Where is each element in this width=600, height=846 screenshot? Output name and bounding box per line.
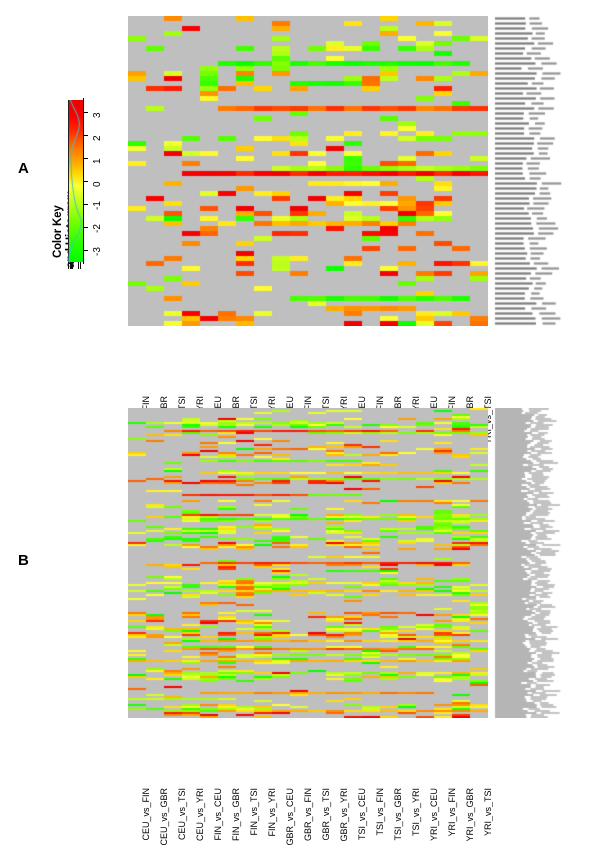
color-key-tick-label: 2 xyxy=(92,135,103,141)
color-key-tick-label: 3 xyxy=(92,112,103,118)
column-label-yri-vs-fin: YRI_vs_FIN xyxy=(447,788,457,837)
column-label-gbr-vs-ceu: GBR_vs_CEU xyxy=(285,788,295,846)
heatmap-panel-b[interactable] xyxy=(128,408,488,718)
color-key-tick xyxy=(83,134,88,136)
color-key-tick-label: 0 xyxy=(92,181,103,187)
column-label-tsi-vs-yri: TSI_vs_YRI xyxy=(411,788,421,837)
panel-label-a: A xyxy=(18,160,29,177)
column-label-ceu-vs-yri: CEU_vs_YRI xyxy=(195,788,205,842)
color-key-rug-tick xyxy=(70,262,71,269)
color-key-histogram xyxy=(68,100,83,262)
column-label-fin-vs-ceu: FIN_vs_CEU xyxy=(213,788,223,841)
color-key-tick xyxy=(83,250,88,252)
column-label-tsi-vs-ceu: TSI_vs_CEU xyxy=(357,788,367,841)
color-key-rug-tick xyxy=(68,262,69,269)
row-labels-a-text xyxy=(491,16,563,326)
row-labels-panel-a xyxy=(491,16,563,326)
column-label-ceu-vs-tsi: CEU_vs_TSI xyxy=(177,788,187,841)
color-key-tick xyxy=(83,204,88,206)
color-key-tick-label: -3 xyxy=(92,247,103,257)
color-key-tick-label: 1 xyxy=(92,158,103,164)
row-labels-b-text xyxy=(491,408,563,718)
color-key-title-line1: Color Key xyxy=(52,205,64,258)
color-key-rug-marks xyxy=(68,262,83,269)
column-label-yri-vs-ceu: YRI_vs_CEU xyxy=(429,788,439,842)
column-label-ceu-vs-fin: CEU_vs_FIN xyxy=(141,788,151,841)
color-key-rug-tick xyxy=(80,262,81,269)
column-label-tsi-vs-fin: TSI_vs_FIN xyxy=(375,788,385,836)
color-key-tick xyxy=(83,157,88,159)
row-labels-panel-b xyxy=(491,408,563,718)
color-key-rug-tick xyxy=(72,262,73,269)
heatmap-b-cells[interactable] xyxy=(128,408,488,718)
column-label-gbr-vs-fin: GBR_vs_FIN xyxy=(303,788,313,842)
column-label-fin-vs-gbr: FIN_vs_GBR xyxy=(231,788,241,842)
column-label-ceu-vs-gbr: CEU_vs_GBR xyxy=(159,788,169,846)
heatmap-panel-a[interactable] xyxy=(128,16,488,326)
column-label-gbr-vs-tsi: GBR_vs_TSI xyxy=(321,788,331,841)
column-label-yri-vs-gbr: YRI_vs_GBR xyxy=(465,788,475,842)
column-labels-panel-a: CEU_vs_FINCEU_vs_GBRCEU_vs_TSICEU_vs_YRI… xyxy=(128,330,493,454)
column-label-fin-vs-tsi: FIN_vs_TSI xyxy=(249,788,259,836)
column-label-yri-vs-tsi: YRI_vs_TSI xyxy=(483,788,493,837)
heatmap-a-cells[interactable] xyxy=(128,16,488,326)
panel-label-b: B xyxy=(18,552,29,569)
column-labels-panel-b: CEU_vs_FIN CEU_vs_GBR CEU_vs_TSI CEU_vs_YRI… xyxy=(128,722,493,846)
color-key-rug-tick xyxy=(71,262,72,269)
color-key-tick-label: -1 xyxy=(92,201,103,211)
column-label-fin-vs-yri: FIN_vs_YRI xyxy=(267,788,277,837)
color-key-rug-tick xyxy=(78,262,79,269)
column-label-gbr-vs-yri: GBR_vs_YRI xyxy=(339,788,349,842)
color-key-tick xyxy=(83,227,88,229)
column-label-tsi-vs-gbr: TSI_vs_GBR xyxy=(393,788,403,841)
color-key-tick xyxy=(83,181,88,182)
color-key-tick-label: -2 xyxy=(92,224,103,234)
color-key-tick xyxy=(83,111,88,113)
